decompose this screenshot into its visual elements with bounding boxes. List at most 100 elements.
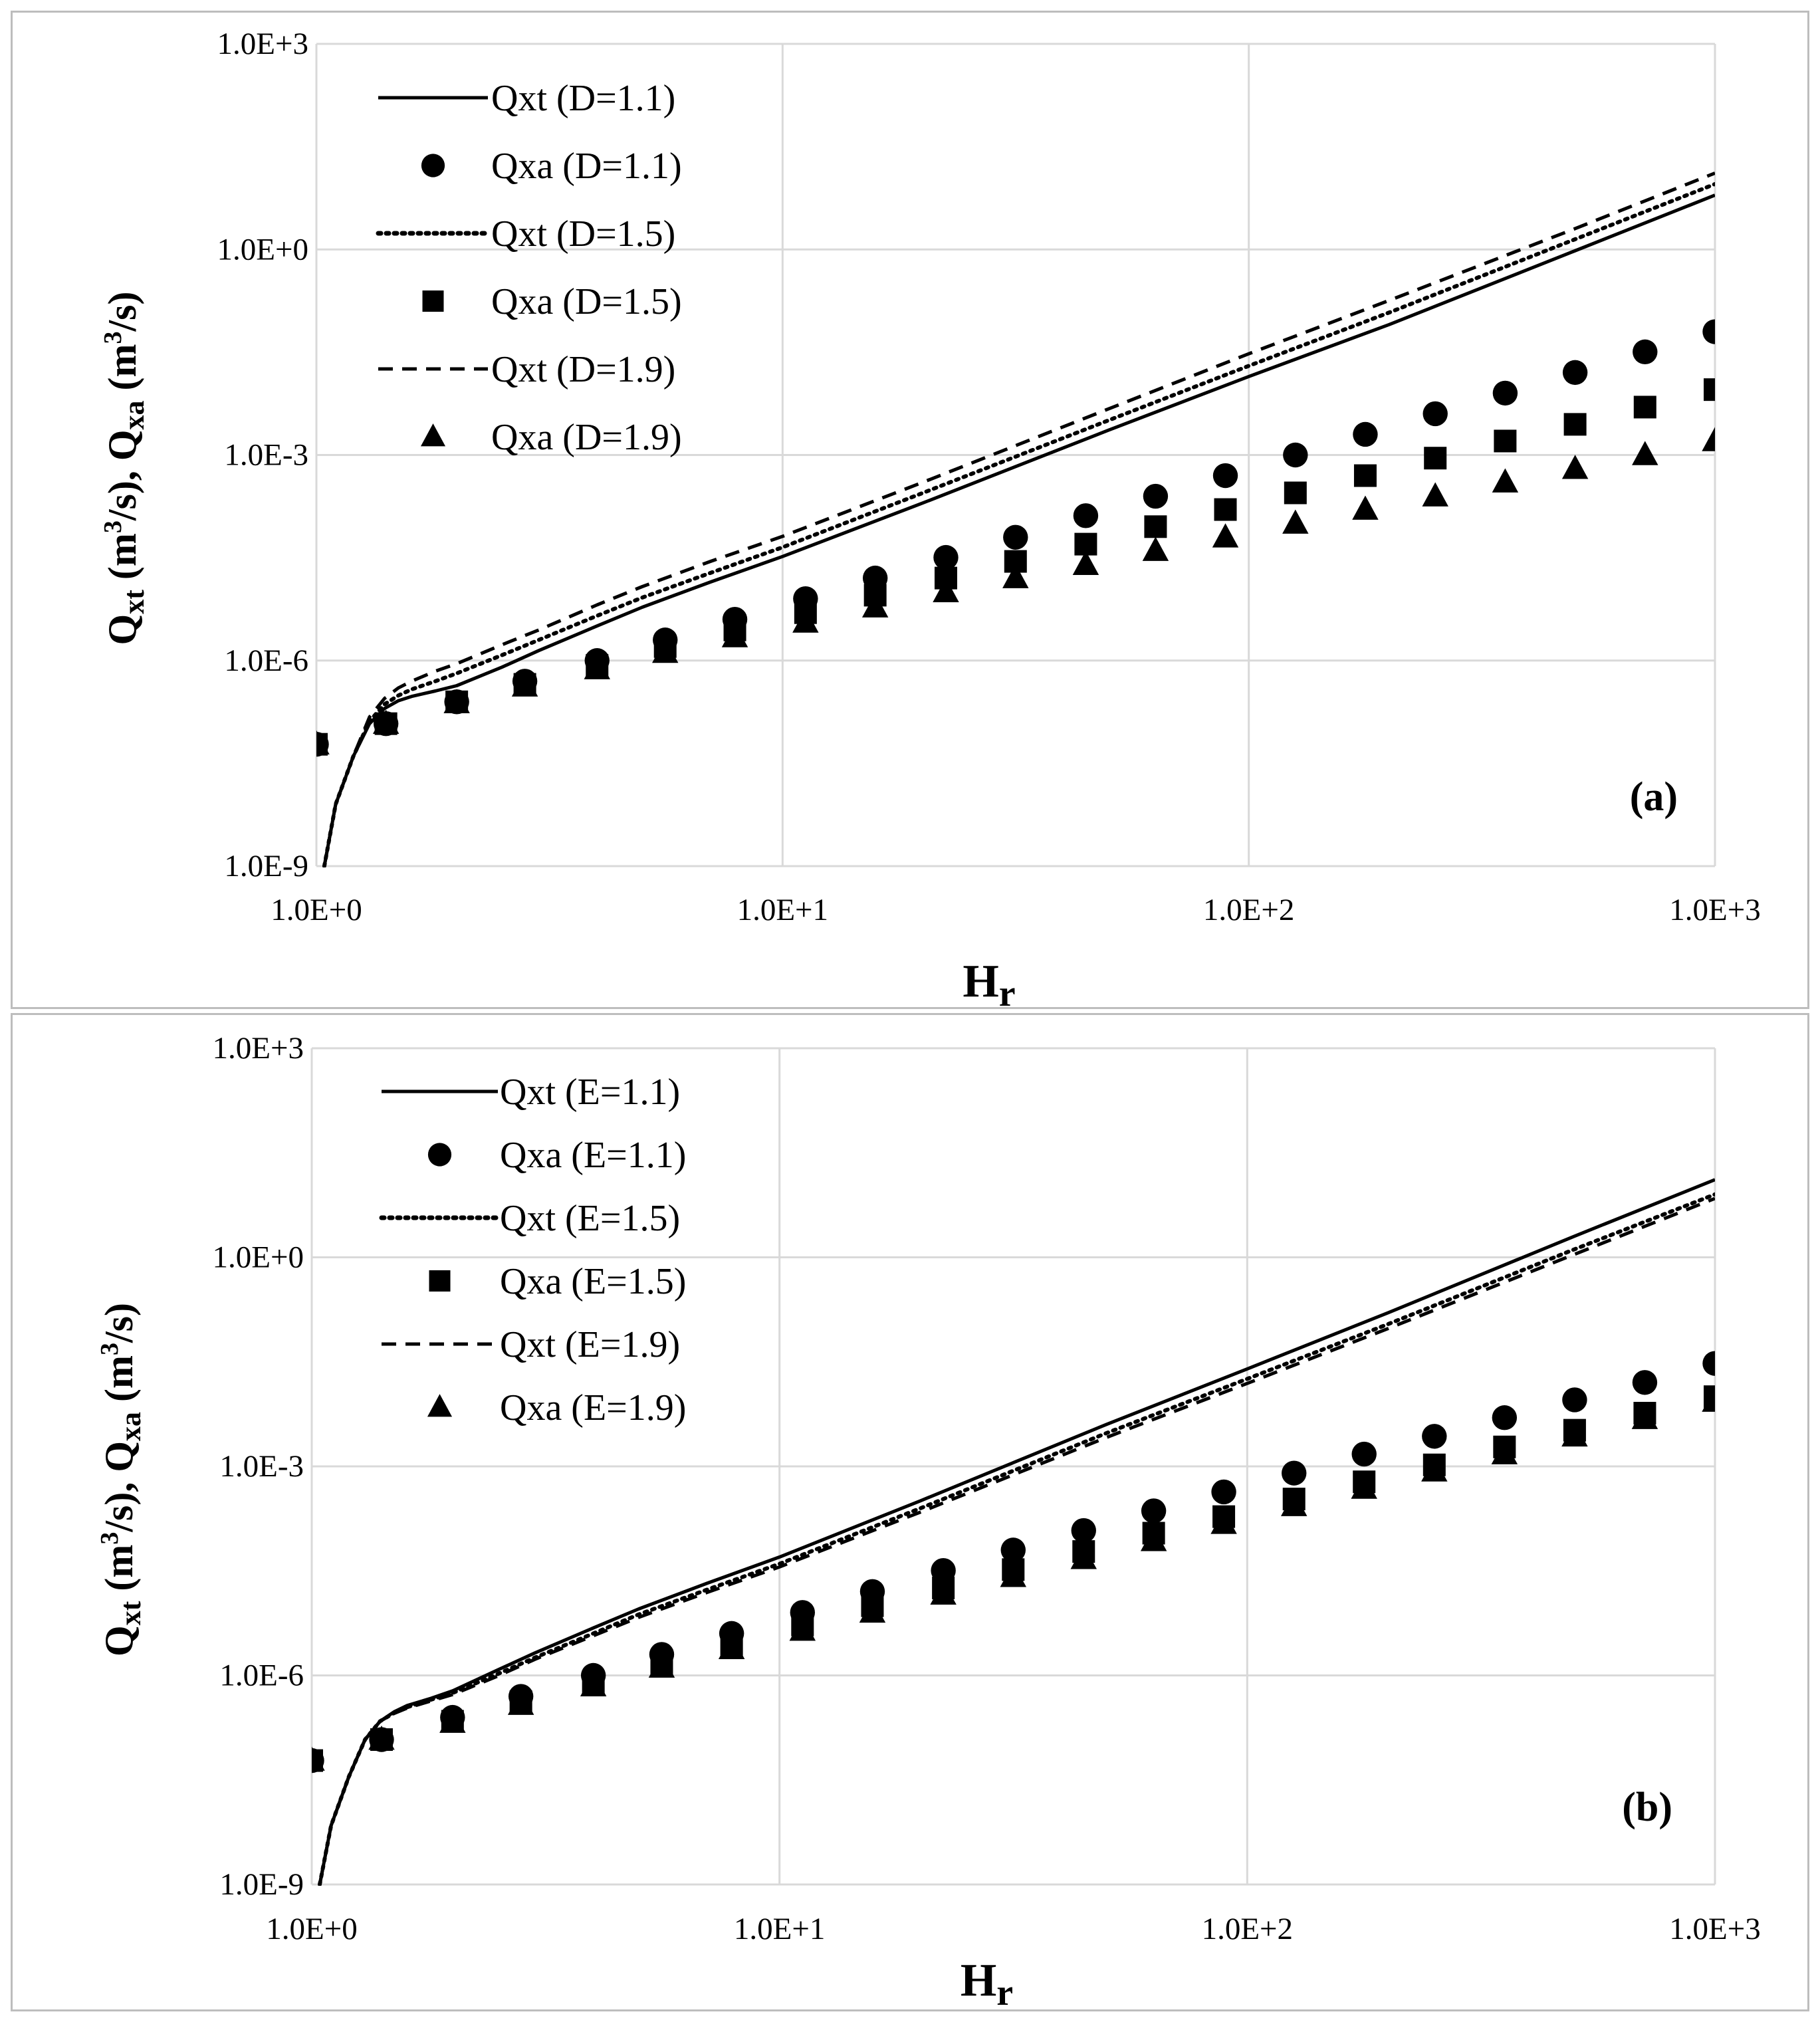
chart-b: 1.0E-9 1.0E-6 1.0E-3 1.0E+0 1.0E+3 1.0E+0 1.0E… — [96, 1031, 1761, 2009]
data-point-square — [1494, 429, 1517, 453]
data-point-triangle — [1631, 1405, 1658, 1429]
data-point-triangle — [1000, 1563, 1026, 1587]
data-point-square — [1214, 498, 1237, 521]
data-point-square — [1144, 515, 1167, 538]
legend-item: Qxt (D=1.1) — [378, 78, 675, 119]
data-point-triangle — [930, 1580, 957, 1605]
x-axis-title: Hr — [963, 956, 1015, 1007]
legend-item: Qxt (D=1.9) — [378, 349, 675, 390]
legend-label: Qxt (E=1.1) — [500, 1072, 680, 1113]
data-point-square — [1424, 447, 1447, 470]
series-qxt-e-1-9 — [318, 1196, 1715, 1885]
legend-item: Qxt (E=1.5) — [379, 1198, 680, 1239]
data-point-triangle — [1212, 523, 1239, 548]
y-tick-label: 1.0E-3 — [224, 438, 308, 473]
legend-swatch-circle — [427, 1143, 452, 1167]
data-point-triangle — [1142, 536, 1169, 561]
legend-label: Qxa (D=1.9) — [491, 417, 682, 458]
chart-panel-a: 1.0E-9 1.0E-6 1.0E-3 1.0E+0 1.0E+3 1.0E+0 1.0E… — [11, 11, 1809, 1009]
legend-label: Qxt (E=1.5) — [500, 1198, 680, 1239]
x-tick-label: 1.0E+1 — [737, 893, 828, 927]
y-tick-label: 1.0E-6 — [224, 643, 308, 678]
data-point-triangle — [1351, 1474, 1377, 1499]
legend-item: Qxt (D=1.5) — [376, 213, 675, 255]
legend-item: Qxa (E=1.5) — [429, 1261, 686, 1302]
data-point-triangle — [1561, 1422, 1588, 1447]
data-point-circle — [1211, 1479, 1236, 1505]
legend-label: Qxt (D=1.5) — [491, 213, 675, 255]
data-point-circle — [1702, 319, 1715, 344]
data-point-triangle — [718, 1635, 745, 1659]
data-point-triangle — [584, 655, 610, 679]
data-point-circle — [1562, 360, 1588, 386]
data-point-circle — [1000, 1537, 1026, 1563]
data-point-circle — [1632, 1370, 1658, 1395]
y-tick-label: 1.0E-6 — [219, 1658, 304, 1693]
chart-panel-b: 1.0E-9 1.0E-6 1.0E-3 1.0E+0 1.0E+3 1.0E+0 1.0E… — [11, 1013, 1809, 2011]
x-tick-label: 1.0E+1 — [734, 1912, 825, 1946]
x-tick-label: 1.0E+3 — [1669, 893, 1760, 927]
legend-item: Qxt (E=1.9) — [382, 1324, 680, 1365]
data-point-triangle — [652, 638, 679, 663]
legend-label: Qxa (E=1.1) — [500, 1135, 686, 1176]
legend-item: Qxa (D=1.9) — [420, 417, 682, 458]
legend-label: Qxa (E=1.9) — [500, 1387, 686, 1428]
data-point-circle — [1282, 1460, 1307, 1486]
data-point-triangle — [1002, 564, 1029, 588]
y-axis-title: Qxt (m3/s), Qxa (m3/s) — [96, 1303, 147, 1656]
data-point-square — [1353, 464, 1377, 487]
data-point-circle — [1283, 442, 1308, 468]
data-point-triangle — [1702, 427, 1715, 451]
data-point-triangle — [859, 1598, 886, 1623]
series-qxt-d-1-5 — [322, 181, 1715, 867]
data-point-triangle — [511, 672, 538, 697]
data-point-triangle — [1352, 495, 1379, 520]
x-tick-label: 1.0E+2 — [1203, 893, 1294, 927]
x-axis-title: Hr — [961, 1955, 1013, 2009]
data-point-triangle — [789, 1616, 816, 1641]
data-point-triangle — [439, 1708, 466, 1733]
data-point-circle — [1143, 483, 1169, 509]
y-tick-label: 1.0E-9 — [224, 849, 308, 883]
data-point-circle — [1073, 503, 1099, 528]
data-point-triangle — [1491, 1440, 1518, 1464]
data-point-triangle — [1280, 1492, 1308, 1516]
y-tick-label: 1.0E+0 — [217, 232, 308, 267]
data-point-triangle — [580, 1672, 607, 1697]
x-tick-label: 1.0E+2 — [1202, 1912, 1293, 1946]
legend-swatch-circle — [421, 154, 445, 177]
panel-label: (a) — [1630, 774, 1678, 820]
chart-a: 1.0E-9 1.0E-6 1.0E-3 1.0E+0 1.0E+3 1.0E+0 1.0E… — [99, 27, 1761, 1007]
legend-swatch-square — [422, 290, 444, 312]
data-point-triangle — [1070, 1545, 1097, 1569]
data-point-circle — [1351, 1441, 1377, 1467]
data-point-triangle — [1561, 455, 1589, 479]
legend-item: Qxa (E=1.9) — [427, 1387, 686, 1428]
y-tick-label: 1.0E-9 — [219, 1867, 304, 1902]
legend-label: Qxt (D=1.9) — [491, 349, 675, 390]
legend-swatch-square — [429, 1270, 451, 1292]
data-point-triangle — [1492, 468, 1519, 493]
data-point-triangle — [368, 1725, 395, 1750]
data-point-circle — [1422, 401, 1448, 427]
legend-item: Qxa (D=1.5) — [422, 281, 682, 322]
data-point-triangle — [933, 578, 959, 602]
data-point-triangle — [721, 623, 748, 647]
data-point-circle — [933, 544, 959, 570]
data-point-triangle — [1072, 550, 1099, 575]
data-point-square — [1563, 413, 1587, 436]
series-qxt-d-1-9 — [322, 171, 1715, 867]
data-point-square — [1633, 396, 1656, 419]
data-point-circle — [1141, 1498, 1167, 1524]
data-point-triangle — [1702, 1387, 1715, 1412]
x-tick-label: 1.0E+3 — [1669, 1912, 1760, 1946]
data-point-triangle — [372, 709, 399, 734]
legend-swatch-triangle — [420, 423, 446, 447]
y-tick-label: 1.0E-3 — [219, 1449, 304, 1484]
legend-item: Qxa (D=1.1) — [421, 146, 682, 187]
y-tick-label: 1.0E+3 — [217, 27, 308, 61]
data-point-triangle — [1422, 482, 1448, 507]
y-tick-label: 1.0E+0 — [213, 1240, 304, 1275]
data-point-circle — [1633, 339, 1658, 365]
data-point-circle — [1422, 1424, 1447, 1449]
